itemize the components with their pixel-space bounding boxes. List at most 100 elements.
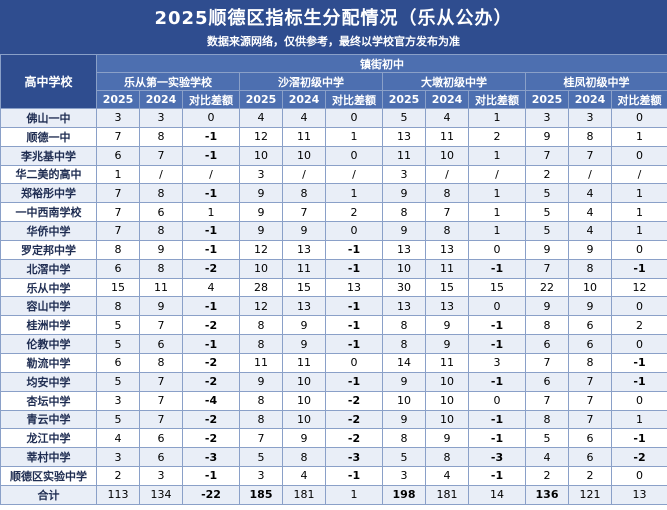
quota-2025-cell: 13 bbox=[382, 126, 426, 147]
total-row: 合计 113 134 -22 185 181 1 198 181 14 136 121 13 bbox=[0, 484, 667, 505]
quota-2025-cell: 10 bbox=[239, 258, 283, 279]
high-school-name: 顺德一中 bbox=[0, 126, 97, 147]
quota-2025-cell: 8 bbox=[239, 409, 283, 430]
high-school-name: 勒流中学 bbox=[0, 352, 97, 373]
quota-2025-cell: 2 bbox=[96, 466, 140, 486]
difference-cell: / bbox=[325, 164, 383, 185]
quota-2024-cell: 7 bbox=[139, 315, 183, 336]
high-school-name: 李兆基中学 bbox=[0, 145, 97, 166]
quota-2024-cell: 8 bbox=[568, 258, 612, 279]
difference-cell: 1 bbox=[325, 484, 383, 505]
quota-2025-cell: 12 bbox=[239, 239, 283, 260]
difference-cell: / bbox=[611, 164, 667, 185]
quota-2025-cell: 8 bbox=[239, 315, 283, 336]
quota-2024-cell: 8 bbox=[425, 447, 469, 468]
difference-cell: 1 bbox=[611, 183, 667, 204]
quota-2024-cell: 6 bbox=[568, 447, 612, 468]
quota-2025-cell: 5 bbox=[96, 409, 140, 430]
difference-cell: -2 bbox=[325, 390, 383, 411]
quota-2024-cell: 9 bbox=[282, 315, 326, 336]
quota-2024-cell: 7 bbox=[139, 409, 183, 430]
quota-2024-cell: 11 bbox=[139, 277, 183, 298]
high-school-name: 顺德区实验中学 bbox=[0, 466, 97, 486]
quota-2025-cell: 4 bbox=[239, 108, 283, 128]
quota-2025-cell: 8 bbox=[382, 428, 426, 449]
quota-2025-cell: 2 bbox=[525, 164, 569, 185]
quota-2024-cell: 9 bbox=[139, 239, 183, 260]
middle-school-header: 桂凤初级中学 bbox=[525, 72, 667, 91]
difference-cell: 1 bbox=[468, 183, 526, 204]
quota-2025-cell: 5 bbox=[382, 447, 426, 468]
difference-cell: 0 bbox=[468, 239, 526, 260]
quota-2024-cell: 11 bbox=[425, 258, 469, 279]
quota-2025-cell: 10 bbox=[239, 145, 283, 166]
quota-2025-cell: 8 bbox=[239, 390, 283, 411]
difference-cell: -2 bbox=[182, 315, 240, 336]
difference-cell: 0 bbox=[325, 145, 383, 166]
quota-2025-cell: 28 bbox=[239, 277, 283, 298]
quota-2024-cell: 2 bbox=[568, 466, 612, 486]
quota-2024-cell: 7 bbox=[568, 371, 612, 392]
difference-cell: -1 bbox=[182, 239, 240, 260]
quota-2025-cell: 1 bbox=[96, 164, 140, 185]
difference-cell: -1 bbox=[611, 258, 667, 279]
difference-cell: 0 bbox=[611, 390, 667, 411]
quota-2024-cell: 4 bbox=[425, 466, 469, 486]
quota-2024-cell: 10 bbox=[425, 409, 469, 430]
quota-2024-cell: 13 bbox=[425, 296, 469, 317]
difference-cell: -1 bbox=[182, 334, 240, 354]
quota-2024-cell: 11 bbox=[425, 126, 469, 147]
quota-2024-cell: 4 bbox=[568, 202, 612, 223]
quota-2024-cell: 9 bbox=[282, 428, 326, 449]
table-row: 华侨中学 7 8 -1 9 9 0 9 8 1 5 4 1 bbox=[0, 221, 667, 241]
quota-2025-cell: 13 bbox=[382, 239, 426, 260]
quota-2025-cell: 3 bbox=[239, 164, 283, 185]
difference-cell: -2 bbox=[325, 428, 383, 449]
difference-cell: 0 bbox=[611, 466, 667, 486]
high-school-name: 容山中学 bbox=[0, 296, 97, 317]
table-row: 北滘中学 6 8 -2 10 11 -1 10 11 -1 7 8 -1 bbox=[0, 258, 667, 279]
high-school-name: 莘村中学 bbox=[0, 447, 97, 468]
quota-2024-cell: 13 bbox=[425, 239, 469, 260]
quota-2024-cell: 13 bbox=[282, 239, 326, 260]
quota-2025-cell: 7 bbox=[239, 428, 283, 449]
quota-2024-cell: 8 bbox=[568, 126, 612, 147]
difference-cell: 2 bbox=[325, 202, 383, 223]
table-row: 桂洲中学 5 7 -2 8 9 -1 8 9 -1 8 6 2 bbox=[0, 315, 667, 336]
quota-2025-cell: 8 bbox=[525, 315, 569, 336]
quota-2024-cell: 7 bbox=[568, 390, 612, 411]
quota-2024-cell: 11 bbox=[425, 352, 469, 373]
difference-cell: -1 bbox=[182, 466, 240, 486]
high-school-name: 杏坛中学 bbox=[0, 390, 97, 411]
quota-2025-cell: 14 bbox=[382, 352, 426, 373]
high-school-name: 罗定邦中学 bbox=[0, 239, 97, 260]
difference-header: 对比差额 bbox=[611, 90, 667, 109]
difference-cell: -22 bbox=[182, 484, 240, 505]
difference-cell: -4 bbox=[182, 390, 240, 411]
quota-2024-cell: 10 bbox=[282, 145, 326, 166]
difference-cell: -2 bbox=[325, 409, 383, 430]
group-header: 镇街初中 bbox=[96, 54, 667, 73]
quota-2025-cell: 5 bbox=[96, 334, 140, 354]
quota-2025-cell: 7 bbox=[96, 202, 140, 223]
difference-cell: -1 bbox=[468, 428, 526, 449]
high-school-name: 伦教中学 bbox=[0, 334, 97, 354]
difference-cell: -1 bbox=[182, 183, 240, 204]
quota-2024-cell: / bbox=[139, 164, 183, 185]
table-row: 杏坛中学 3 7 -4 8 10 -2 10 10 0 7 7 0 bbox=[0, 390, 667, 411]
difference-cell: -1 bbox=[468, 334, 526, 354]
quota-2024-cell: / bbox=[282, 164, 326, 185]
difference-cell: 0 bbox=[611, 108, 667, 128]
quota-2025-cell: 10 bbox=[382, 258, 426, 279]
quota-2025-cell: 5 bbox=[96, 315, 140, 336]
quota-2025-cell: 6 bbox=[525, 371, 569, 392]
difference-cell: -1 bbox=[325, 371, 383, 392]
table-row: 顺德区实验中学 2 3 -1 3 4 -1 3 4 -1 2 2 0 bbox=[0, 466, 667, 486]
quota-2024-cell: 4 bbox=[425, 108, 469, 128]
quota-2025-cell: 3 bbox=[382, 466, 426, 486]
difference-cell: -2 bbox=[182, 352, 240, 373]
high-school-name: 一中西南学校 bbox=[0, 202, 97, 223]
middle-school-header: 大墩初级中学 bbox=[382, 72, 526, 91]
difference-cell: 1 bbox=[611, 221, 667, 241]
quota-2025-cell: 9 bbox=[525, 126, 569, 147]
